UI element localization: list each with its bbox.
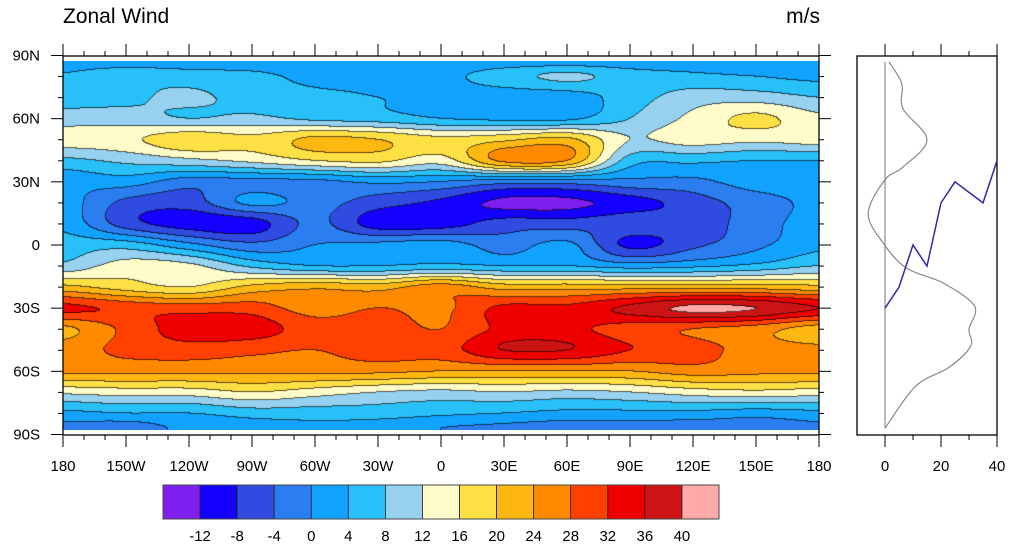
colorbar-label: -12 (189, 528, 211, 545)
lon-tick-label: 0 (437, 458, 445, 475)
lat-tick-label: 90S (13, 427, 40, 444)
lon-tick-label: 30W (363, 458, 395, 475)
colorbar-label: -4 (268, 528, 281, 545)
colorbar-box (236, 484, 275, 520)
lat-tick-label: 60N (12, 111, 40, 128)
lat-tick-label: 60S (13, 363, 40, 380)
colorbar-label: 16 (451, 528, 468, 545)
colorbar-box (384, 484, 423, 520)
colorbar-box (607, 484, 646, 520)
lon-tick-label: 120W (169, 458, 209, 475)
lon-tick-label: 180 (50, 458, 75, 475)
colorbar-box (422, 484, 460, 520)
colorbar-box (681, 484, 720, 520)
lat-tick-label: 30S (13, 300, 40, 317)
side-tick-label: 40 (989, 458, 1006, 475)
lon-tick-label: 180 (806, 458, 831, 475)
colorbar-label: 20 (488, 528, 505, 545)
colorbar-label: 24 (525, 528, 542, 545)
colorbar-label: -8 (230, 528, 243, 545)
units-label: m/s (786, 5, 820, 28)
colorbar-box (570, 484, 609, 520)
colorbar-frame (162, 484, 720, 520)
colorbar-box (310, 484, 349, 520)
side-plot-frame (856, 55, 998, 436)
colorbar-label: 32 (599, 528, 616, 545)
side-tick-label: 20 (933, 458, 950, 475)
lon-tick-label: 90E (617, 458, 644, 475)
colorbar-label: 4 (344, 528, 352, 545)
colorbar-box (199, 484, 238, 520)
side-tick-label: 0 (881, 458, 889, 475)
lon-tick-label: 30E (491, 458, 518, 475)
lon-tick-label: 60W (300, 458, 332, 475)
colorbar-label: 28 (562, 528, 579, 545)
colorbar-box (644, 484, 683, 520)
colorbar-label: 12 (414, 528, 431, 545)
chart-title: Zonal Wind (63, 5, 170, 28)
lon-tick-label: 120E (675, 458, 710, 475)
colorbar-label: 36 (637, 528, 654, 545)
colorbar-box (533, 484, 572, 520)
zonal-mean-line (867, 61, 977, 429)
map-frame (62, 55, 820, 436)
colorbar-label: 40 (674, 528, 691, 545)
lat-tick-label: 90N (12, 48, 40, 65)
blue-series-line (884, 160, 998, 309)
colorbar-box (347, 484, 386, 520)
colorbar-label: 0 (307, 528, 315, 545)
lat-tick-label: 30N (12, 174, 40, 191)
lon-tick-label: 60E (554, 458, 581, 475)
lat-tick-label: 0 (32, 237, 40, 254)
lon-tick-label: 150W (106, 458, 146, 475)
zonal-wind-contour-map (63, 61, 819, 430)
colorbar-box (496, 484, 535, 520)
lon-tick-label: 90W (237, 458, 269, 475)
colorbar-box (273, 484, 312, 520)
colorbar-label: 8 (381, 528, 389, 545)
lon-tick-label: 150E (738, 458, 773, 475)
colorbar-box (459, 484, 497, 520)
colorbar-box (162, 484, 201, 520)
